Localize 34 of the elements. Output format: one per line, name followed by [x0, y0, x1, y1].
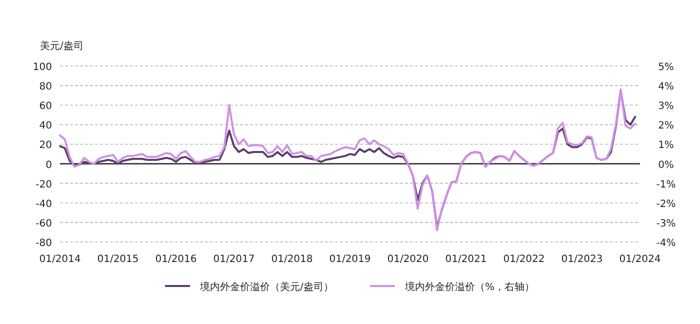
y-tick-label: -20 [36, 179, 52, 190]
y2-tick-label: -1% [656, 179, 676, 190]
legend-label: 境内外金价溢价（%，右轴） [404, 281, 535, 293]
y2-tick-label: 5% [658, 62, 674, 73]
x-tick-label: 01/2017 [213, 254, 255, 265]
y2-tick-label: -4% [656, 238, 676, 249]
x-tick-label: 01/2023 [561, 254, 603, 265]
y2-tick-label: -3% [656, 218, 676, 230]
x-tick-label: 01/2014 [39, 254, 81, 265]
y-tick-label: 80 [39, 82, 52, 93]
x-tick-label: 01/2024 [619, 254, 661, 265]
x-tick-label: 01/2021 [445, 254, 487, 265]
x-tick-label: 01/2020 [387, 254, 429, 265]
x-tick-label: 01/2015 [97, 254, 139, 265]
y-tick-label: -80 [36, 238, 52, 249]
y2-tick-label: -2% [656, 198, 676, 210]
y-tick-label: -60 [36, 218, 52, 230]
legend-label: 境内外金价溢价（美元/盎司） [199, 281, 334, 293]
x-tick-label: 01/2016 [155, 254, 197, 265]
x-tick-label: 01/2022 [503, 254, 545, 265]
y2-tick-label: 4% [658, 82, 674, 93]
y-tick-label: 100 [32, 62, 52, 73]
y-tick-label: 0 [46, 160, 52, 171]
y-tick-label: -40 [36, 198, 52, 210]
x-tick-label: 01/2019 [329, 254, 371, 265]
y2-tick-label: 2% [658, 120, 674, 132]
x-tick-label: 01/2018 [271, 254, 313, 265]
y-tick-label: 40 [39, 120, 52, 132]
y-tick-label: 20 [39, 140, 52, 152]
y-axis-title: 美元/盎司 [40, 40, 84, 52]
y-tick-label: 60 [39, 101, 52, 112]
y2-tick-label: 1% [658, 140, 674, 152]
y2-tick-label: 0% [658, 160, 674, 171]
y2-tick-label: 3% [658, 101, 674, 112]
